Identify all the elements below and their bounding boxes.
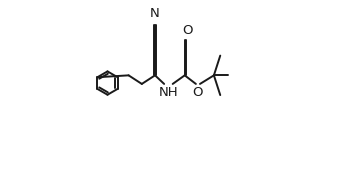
Text: NH: NH [159, 86, 178, 99]
Text: O: O [182, 24, 193, 37]
Text: O: O [193, 86, 203, 99]
Text: N: N [150, 7, 160, 20]
